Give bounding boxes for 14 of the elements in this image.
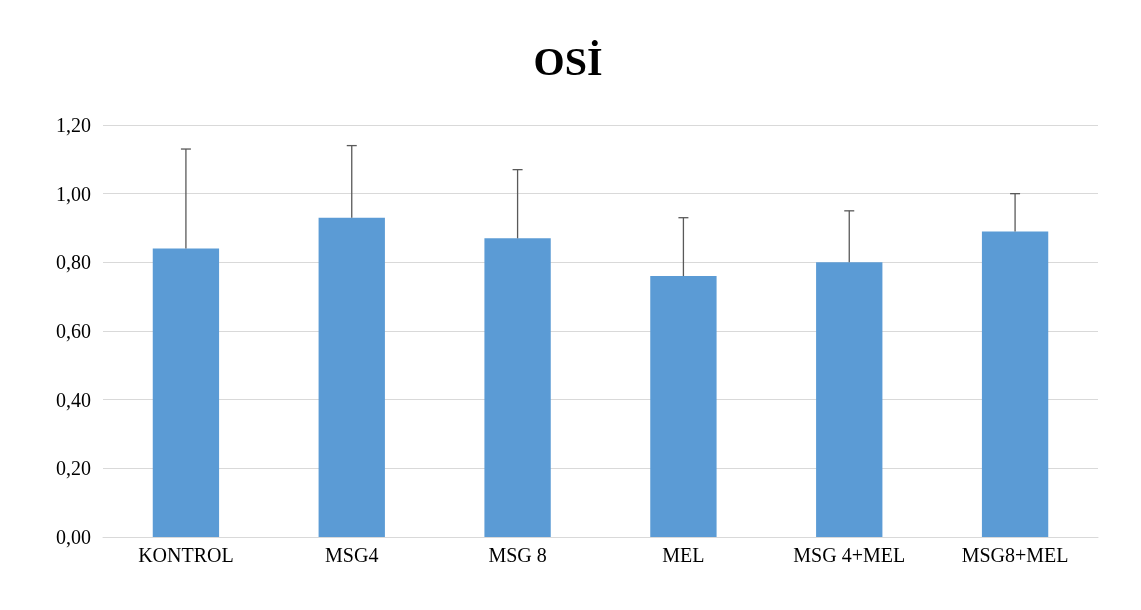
y-tick-label: 1,00 — [56, 182, 91, 205]
x-tick-label: MSG8+MEL — [961, 544, 1069, 566]
y-tick-label: 0,40 — [56, 388, 91, 411]
x-tick-label: MSG4 — [325, 544, 379, 566]
x-tick-label: MEL — [662, 544, 705, 566]
x-tick-label: MSG 4+MEL — [793, 544, 906, 566]
x-tick-label: KONTROL — [138, 544, 234, 566]
y-tick-label: 1,20 — [56, 114, 91, 136]
chart-title: OSİ — [533, 38, 603, 84]
y-tick-label: 0,80 — [56, 251, 91, 274]
x-tick-label: MSG 8 — [488, 544, 547, 566]
y-tick-label: 0,20 — [56, 457, 91, 480]
y-tick-label: 0,00 — [56, 526, 91, 548]
y-tick-label: 0,60 — [56, 320, 91, 342]
